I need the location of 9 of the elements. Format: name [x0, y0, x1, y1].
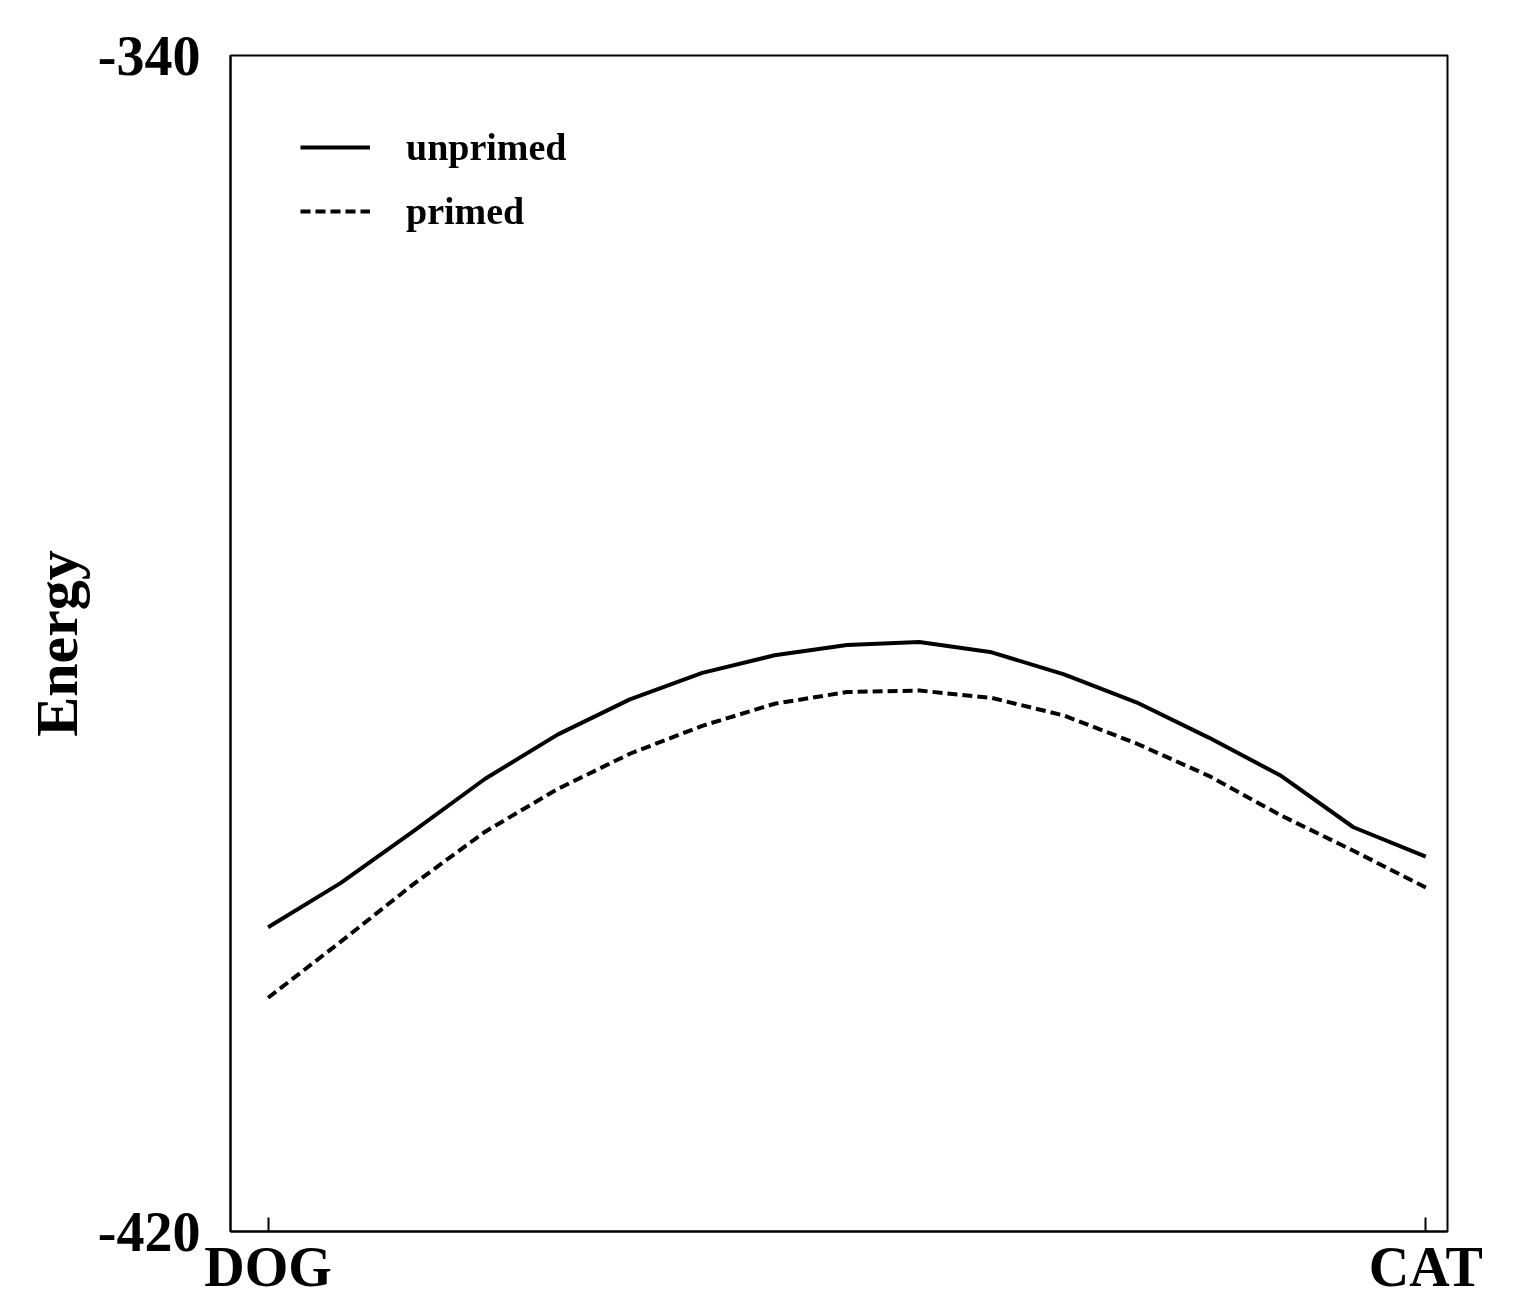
legend-label: primed — [406, 189, 525, 233]
legend-label: unprimed — [406, 125, 567, 169]
y-tick-label: -340 — [97, 24, 201, 87]
line-series — [266, 640, 1428, 930]
x-tick-label: CAT — [1368, 1235, 1483, 1298]
y-tick-label: -420 — [97, 1200, 201, 1263]
x-tick-label: DOG — [204, 1235, 332, 1298]
y-axis-title: Energy — [23, 550, 90, 737]
line-series — [266, 688, 1428, 1000]
